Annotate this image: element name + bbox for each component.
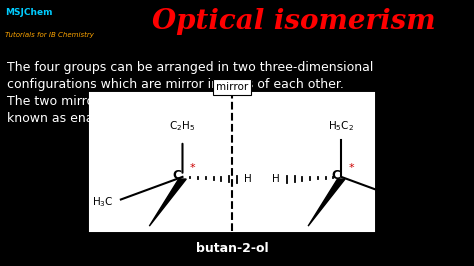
Text: C: C xyxy=(172,169,182,182)
Text: C$_2$H$_5$: C$_2$H$_5$ xyxy=(169,119,196,133)
Text: H: H xyxy=(272,174,280,184)
Text: mirror: mirror xyxy=(216,82,248,92)
Text: H: H xyxy=(244,174,252,184)
Text: *: * xyxy=(190,163,196,173)
Text: CH$_3$: CH$_3$ xyxy=(410,195,431,209)
Text: C: C xyxy=(331,169,340,182)
Polygon shape xyxy=(308,179,345,226)
Text: *: * xyxy=(349,163,355,173)
Bar xyxy=(90,93,374,231)
Text: H$_5$C$_2$: H$_5$C$_2$ xyxy=(328,119,354,133)
Text: The four groups can be arranged in two three-dimensional
configurations which ar: The four groups can be arranged in two t… xyxy=(7,61,374,125)
Polygon shape xyxy=(149,179,186,226)
Text: HO: HO xyxy=(305,234,321,244)
Text: Tutorials for IB Chemistry: Tutorials for IB Chemistry xyxy=(5,32,93,38)
Text: butan-2-ol: butan-2-ol xyxy=(196,242,269,255)
Text: Optical isomerism: Optical isomerism xyxy=(152,8,436,35)
Text: H$_3$C: H$_3$C xyxy=(92,195,114,209)
Text: MSJChem: MSJChem xyxy=(5,8,52,17)
Text: OH: OH xyxy=(146,234,162,244)
